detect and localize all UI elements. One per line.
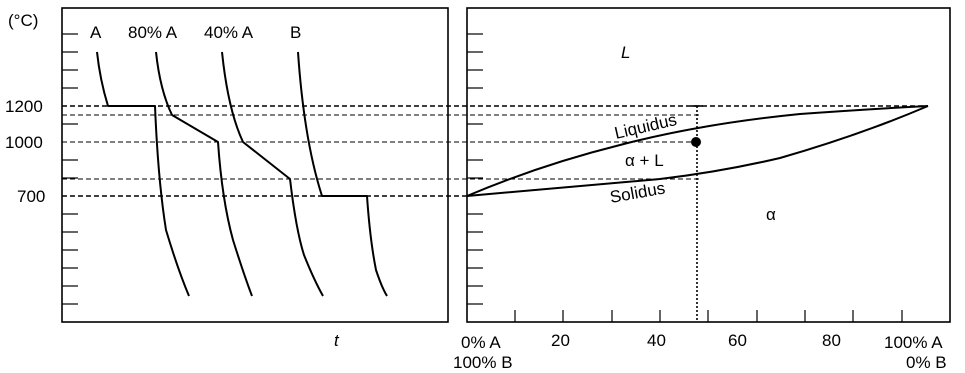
cooling-curves xyxy=(96,51,388,297)
curve-label-B: B xyxy=(290,23,301,42)
y-tick-1000: 1000 xyxy=(5,133,43,152)
x-tick-20: 20 xyxy=(551,331,570,350)
state-point-dot xyxy=(691,137,701,147)
phase-label-solid: α xyxy=(766,205,776,224)
x-right-top-label: 100% A xyxy=(884,333,943,352)
curve-label-80A: 80% A xyxy=(128,23,178,42)
x-right-bottom-label: 0% B xyxy=(906,353,947,372)
right-y-ticks xyxy=(467,33,483,305)
composition-50-marker xyxy=(691,105,703,322)
solidus-line xyxy=(466,105,929,197)
phase-label-liquid: L xyxy=(621,43,630,62)
x-tick-80: 80 xyxy=(822,331,841,350)
time-axis-label: t xyxy=(334,331,340,350)
temperature-guide-lines xyxy=(62,105,928,197)
curve-label-A: A xyxy=(90,23,102,42)
cooling-curve-40A xyxy=(221,51,324,297)
curve-label-40A: 40% A xyxy=(204,23,254,42)
y-tick-700: 700 xyxy=(17,187,45,206)
right-x-ticks xyxy=(514,310,903,322)
y-tick-1200: 1200 xyxy=(5,97,43,116)
phase-boundaries xyxy=(466,105,929,197)
cooling-curves-frame xyxy=(61,7,449,323)
x-left-bottom-label: 100% B xyxy=(453,353,513,372)
phase-diagram-frame xyxy=(466,7,951,323)
cooling-curve-B xyxy=(297,51,388,297)
x-tick-60: 60 xyxy=(728,331,747,350)
left-y-ticks xyxy=(62,33,78,305)
cooling-curve-80A xyxy=(155,51,253,297)
y-unit-label: (°C) xyxy=(8,11,38,30)
phase-label-two-phase: α + L xyxy=(625,151,664,170)
liquidus-line xyxy=(466,105,929,197)
x-left-top-label: 0% A xyxy=(461,333,501,352)
x-tick-40: 40 xyxy=(647,331,666,350)
cooling-curve-A xyxy=(96,51,190,297)
